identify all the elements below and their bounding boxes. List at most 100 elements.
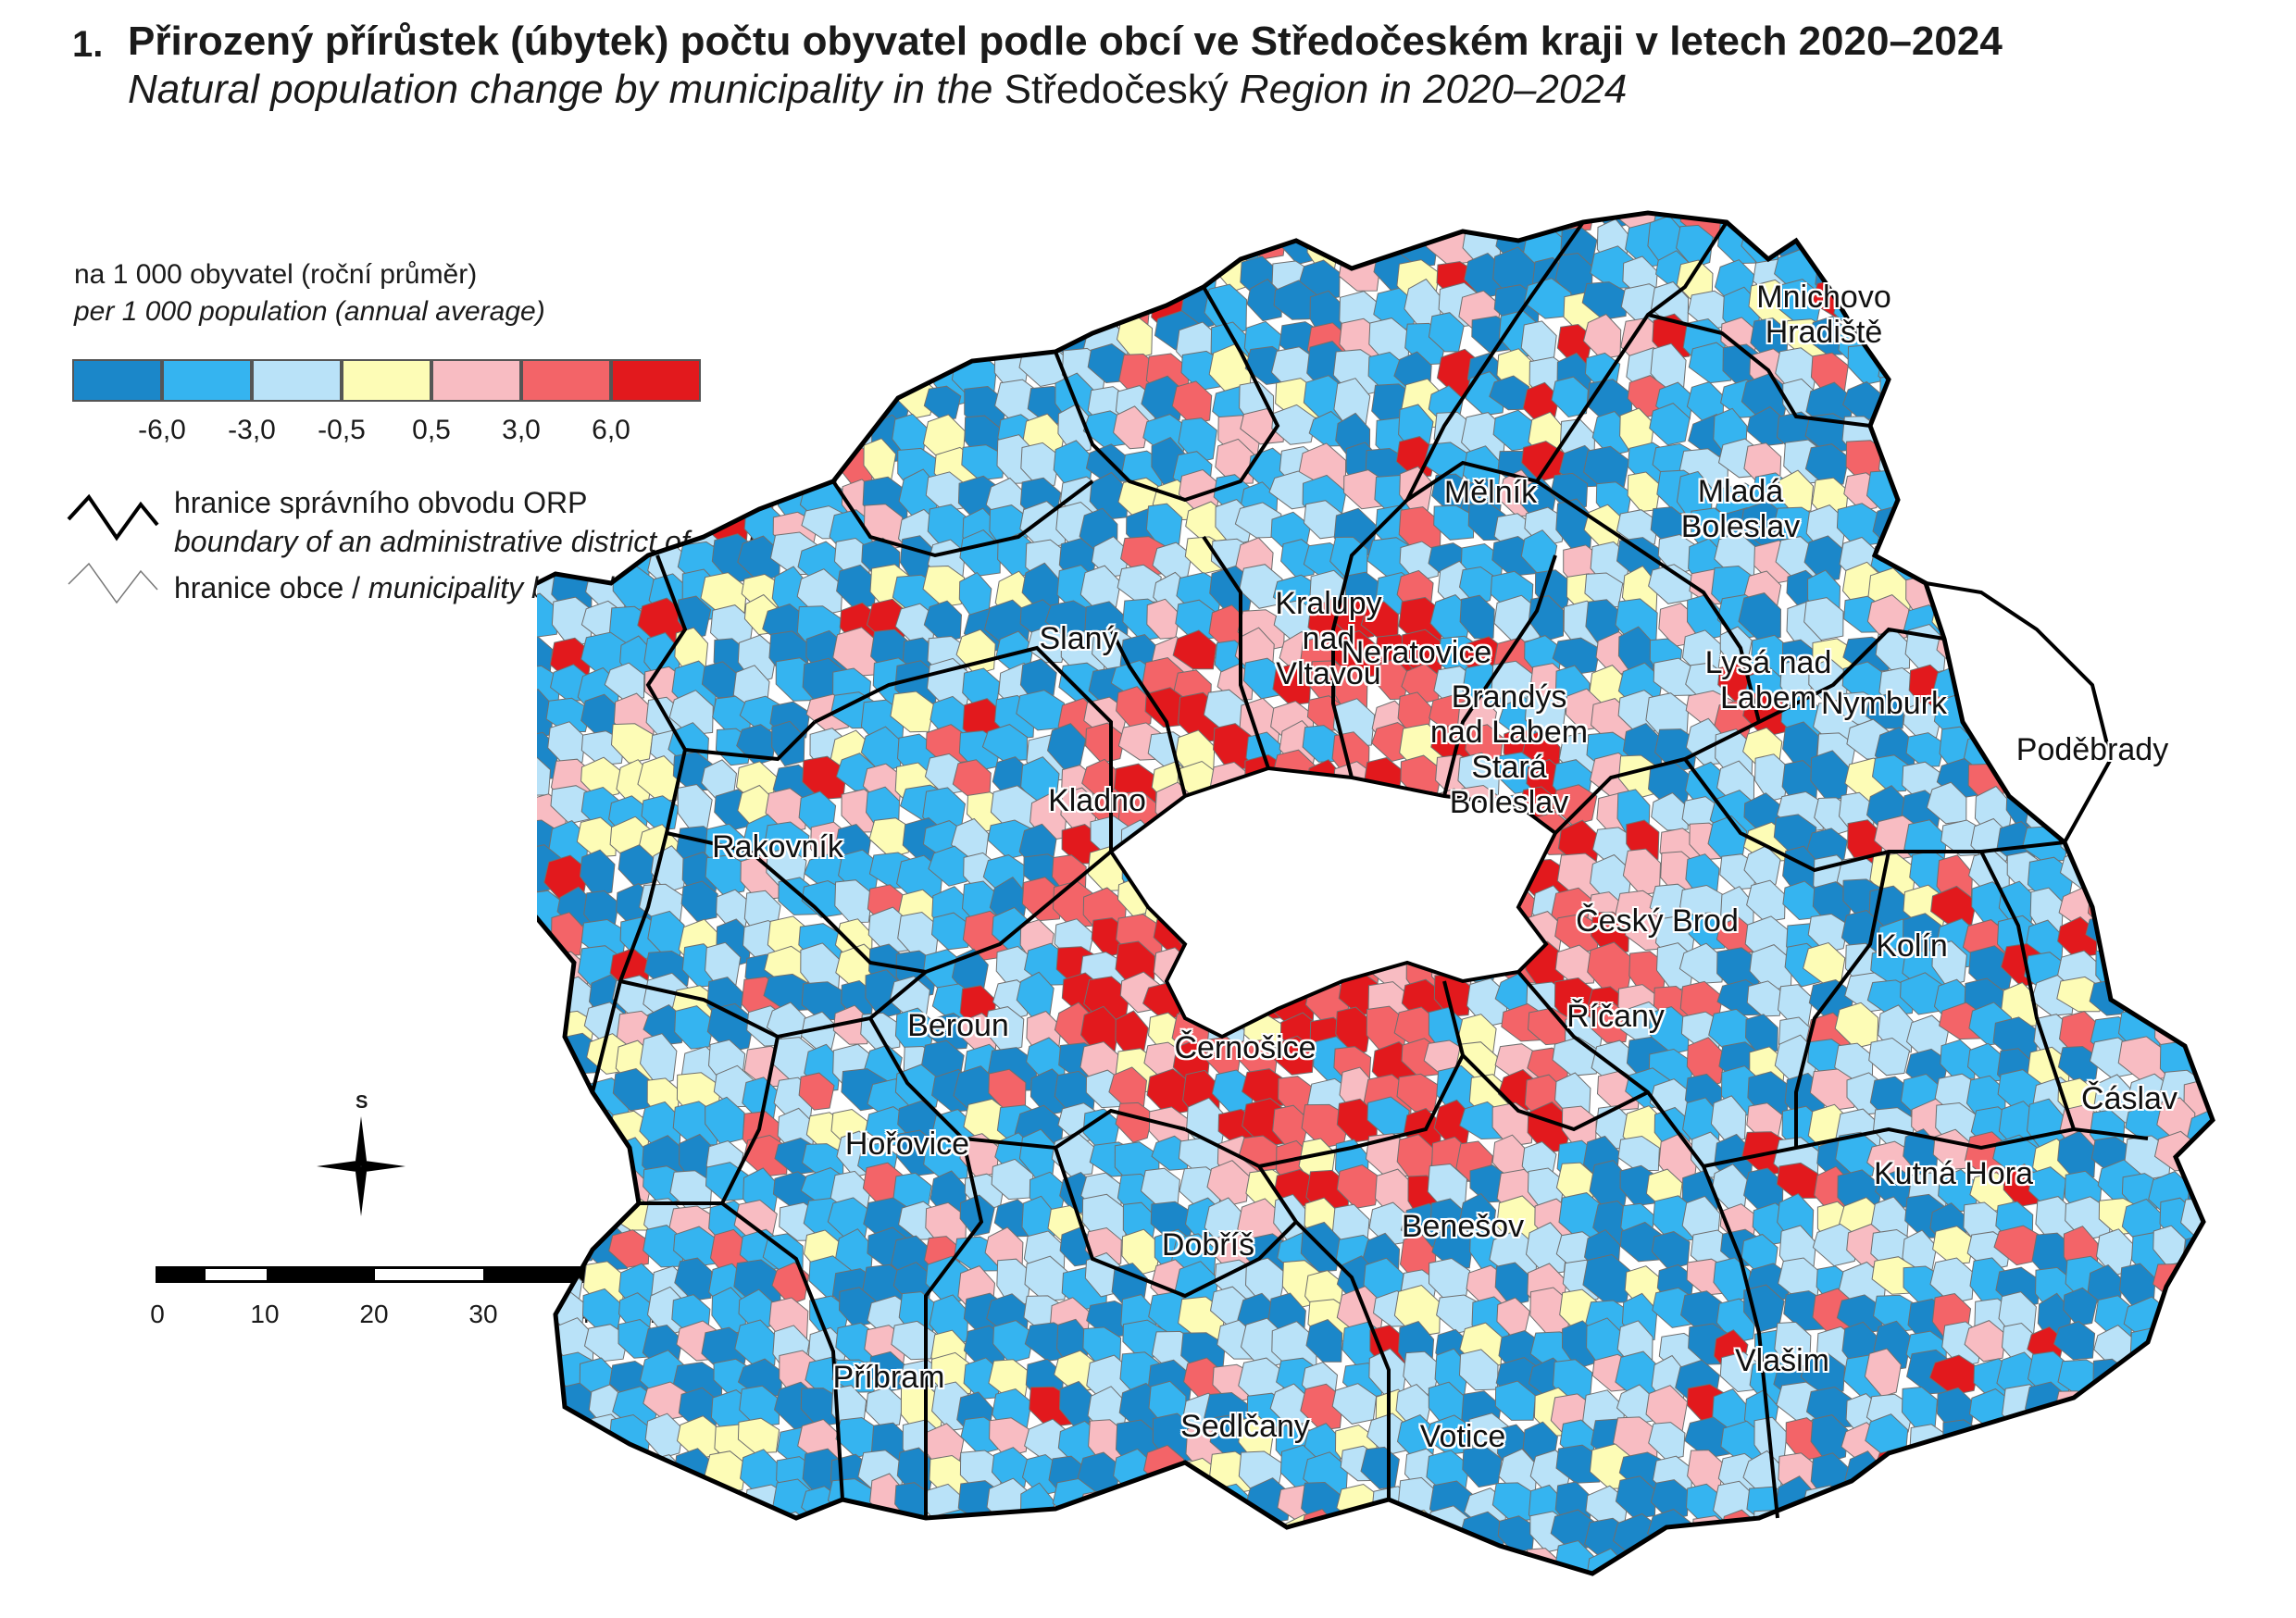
- municipality-polygon: [1998, 507, 2036, 556]
- municipality-polygon: [1928, 219, 1978, 260]
- municipality-polygon: [2088, 827, 2130, 868]
- municipality-polygon: [711, 1544, 758, 1574]
- municipality-polygon: [714, 289, 750, 337]
- municipality-polygon: [579, 849, 616, 898]
- municipality-polygon: [858, 1515, 905, 1561]
- municipality-polygon: [1782, 1543, 1821, 1574]
- municipality-polygon: [2057, 1045, 2100, 1083]
- municipality-polygon: [2248, 1324, 2277, 1370]
- city-label-line: Hořovice: [844, 1126, 970, 1162]
- municipality-polygon: [2037, 415, 2070, 467]
- municipality-polygon: [1271, 404, 1316, 445]
- municipality-polygon: [605, 1450, 644, 1495]
- municipality-polygon: [1847, 213, 1887, 242]
- municipality-polygon: [1465, 1578, 1511, 1583]
- municipality-polygon: [2124, 944, 2162, 997]
- municipality-polygon: [870, 1550, 914, 1574]
- city-label-kladno: Kladno: [1048, 783, 1146, 818]
- municipality-polygon: [2062, 482, 2109, 529]
- municipality-polygon: [2183, 668, 2213, 711]
- municipality-polygon: [674, 288, 718, 333]
- municipality-polygon: [613, 287, 649, 333]
- municipality-polygon: [583, 317, 631, 368]
- city-label-line: Votice: [1419, 1419, 1506, 1454]
- municipality-polygon: [576, 1129, 624, 1181]
- north-label: S: [356, 1092, 368, 1113]
- city-label-vla-im: Vlašim: [1735, 1343, 1829, 1378]
- municipality-polygon: [645, 224, 688, 266]
- municipality-polygon: [2154, 252, 2195, 297]
- municipality-polygon: [1524, 695, 1566, 741]
- municipality-polygon: [838, 284, 882, 324]
- municipality-polygon: [2252, 1383, 2277, 1430]
- municipality-polygon: [1111, 1513, 1153, 1556]
- municipality-polygon: [1938, 381, 1979, 422]
- city-label-line: nad Labem: [1429, 715, 1589, 750]
- municipality-polygon: [1965, 213, 2012, 230]
- municipality-polygon: [1206, 1509, 1249, 1550]
- municipality-polygon: [1436, 1571, 1482, 1574]
- municipality-polygon: [1928, 1453, 1968, 1502]
- legend-swatch-1: [162, 359, 252, 402]
- municipality-polygon: [543, 1421, 582, 1459]
- city-label-dob-: Dobříš: [1162, 1227, 1254, 1263]
- municipality-polygon: [2221, 1517, 2265, 1562]
- municipality-polygon: [2256, 699, 2277, 752]
- municipality-polygon: [2252, 1455, 2277, 1495]
- municipality-polygon: [610, 723, 654, 764]
- municipality-polygon: [2153, 881, 2191, 927]
- municipality-polygon: [583, 1446, 619, 1499]
- municipality-polygon: [1744, 1014, 1778, 1056]
- municipality-polygon: [1778, 469, 1815, 514]
- municipality-polygon: [2250, 889, 2277, 936]
- municipality-polygon: [583, 1324, 629, 1363]
- city-label-kutn-hora: Kutná Hora: [1874, 1156, 2033, 1191]
- municipality-polygon: [1178, 417, 1217, 464]
- municipality-polygon: [2182, 921, 2213, 965]
- municipality-polygon: [1279, 1545, 1329, 1574]
- municipality-polygon: [1142, 414, 1190, 454]
- municipality-polygon: [577, 1487, 618, 1535]
- municipality-polygon: [1056, 1551, 1095, 1574]
- municipality-polygon: [2153, 604, 2195, 641]
- municipality-polygon: [869, 213, 907, 237]
- municipality-polygon: [2245, 1362, 2277, 1410]
- municipality-polygon: [1932, 1226, 1975, 1265]
- city-label-pod-brady: Poděbrady: [2016, 732, 2168, 767]
- municipality-polygon: [609, 386, 650, 430]
- municipality-polygon: [2250, 729, 2277, 770]
- municipality-polygon: [1055, 1580, 1093, 1583]
- municipality-polygon: [2032, 1414, 2068, 1458]
- municipality-polygon: [2193, 691, 2213, 739]
- city-label-line: Nymburk: [1820, 686, 1948, 721]
- municipality-polygon: [2059, 538, 2105, 588]
- municipality-polygon: [777, 258, 820, 305]
- municipality-polygon: [861, 342, 907, 392]
- municipality-polygon: [1046, 246, 1086, 288]
- municipality-polygon: [808, 344, 845, 388]
- municipality-polygon: [2030, 345, 2069, 398]
- municipality-polygon: [1997, 1448, 2046, 1488]
- city-label-line: Boleslav: [1449, 785, 1569, 820]
- municipality-polygon: [2124, 1519, 2169, 1562]
- municipality-polygon: [2224, 730, 2266, 772]
- municipality-polygon: [674, 1257, 713, 1301]
- municipality-polygon: [548, 1447, 588, 1491]
- municipality-polygon: [770, 228, 816, 266]
- municipality-polygon: [2059, 378, 2095, 423]
- municipality-polygon: [1142, 1545, 1190, 1574]
- municipality-polygon: [1242, 1539, 1290, 1574]
- municipality-polygon: [1341, 1572, 1381, 1574]
- municipality-polygon: [1970, 691, 2012, 733]
- city-label-line: Slaný: [1039, 621, 1118, 656]
- municipality-polygon: [765, 788, 808, 834]
- municipality-polygon: [2120, 635, 2165, 680]
- municipality-polygon: [2243, 918, 2277, 960]
- municipality-polygon: [578, 443, 613, 499]
- municipality-polygon: [1874, 221, 1920, 269]
- municipality-polygon: [2129, 450, 2171, 501]
- municipality-polygon: [899, 314, 940, 360]
- municipality-polygon: [2218, 1038, 2260, 1077]
- municipality-polygon: [714, 353, 755, 393]
- municipality-polygon: [2188, 730, 2213, 779]
